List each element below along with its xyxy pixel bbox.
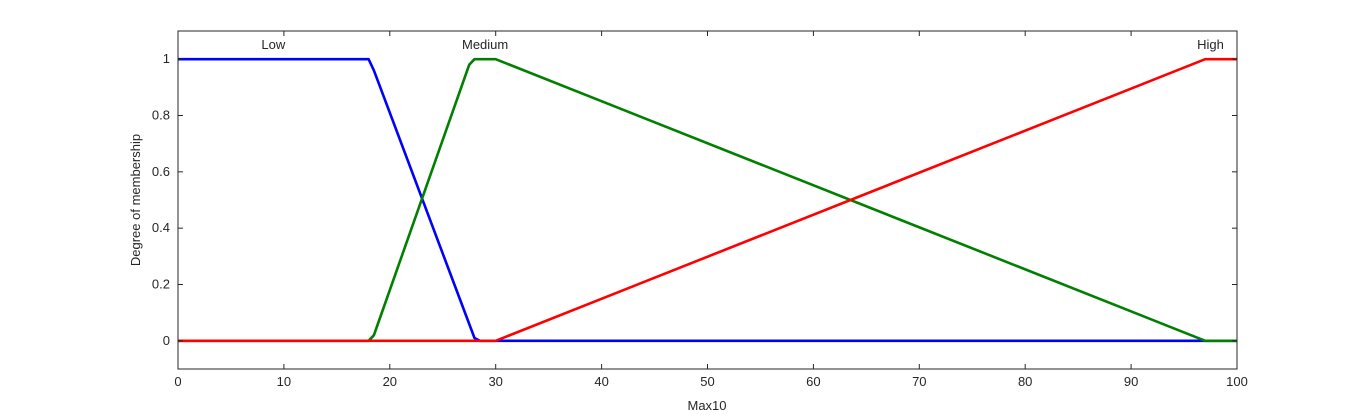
y-tick-label: 0.6 [152, 164, 170, 179]
x-tick-label: 90 [1124, 374, 1138, 389]
series-line-high [178, 57, 1237, 343]
x-tick-label: 0 [174, 374, 181, 389]
x-tick-label: 20 [383, 374, 397, 389]
x-tick-label: 70 [912, 374, 926, 389]
plot-frame [177, 30, 1238, 370]
plot-area [178, 31, 1237, 369]
mf-label-high: High [1197, 37, 1224, 52]
series-layer [178, 57, 1237, 343]
y-tick-label: 0.4 [152, 220, 170, 235]
series-line-low [178, 57, 1237, 343]
y-tick-label: 0.8 [152, 108, 170, 123]
x-tick-label: 10 [277, 374, 291, 389]
x-tick-label: 100 [1226, 374, 1248, 389]
y-axis-label: Degree of membership [128, 134, 143, 266]
mf-label-medium: Medium [462, 37, 508, 52]
x-tick-label: 50 [700, 374, 714, 389]
x-tick-label: 80 [1018, 374, 1032, 389]
x-axis-label: Max10 [687, 398, 726, 413]
y-tick-label: 0.2 [152, 277, 170, 292]
x-tick-label: 30 [488, 374, 502, 389]
tick-layer: 0 10 20 30 40 50 60 70 80 90 100 0 0.2 0.4 0.6 0.8 1 [152, 31, 1248, 389]
x-tick-label: 40 [594, 374, 608, 389]
x-tick-label: 60 [806, 374, 820, 389]
mf-label-low: Low [261, 37, 285, 52]
y-tick-label: 0 [163, 333, 170, 348]
mf-label-layer: Low Medium High [261, 37, 1224, 52]
y-tick-label: 1 [163, 51, 170, 66]
